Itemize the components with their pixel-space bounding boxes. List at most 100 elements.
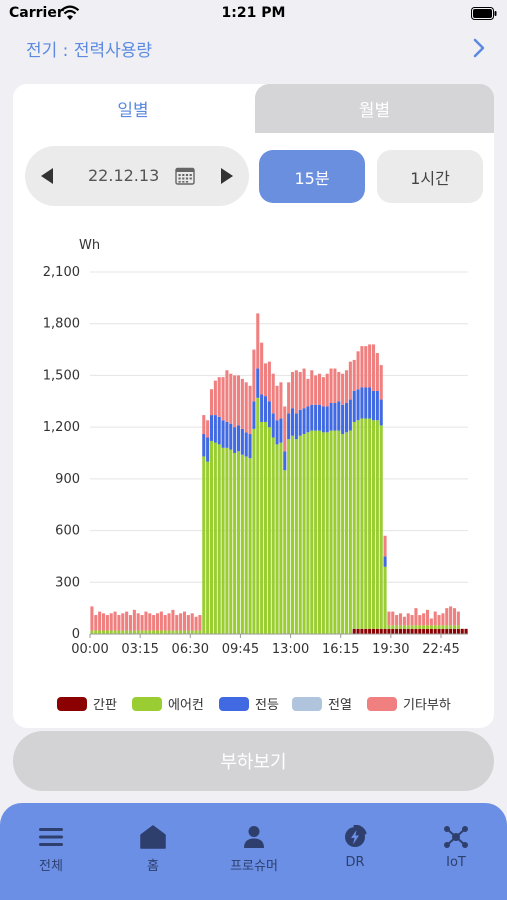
interval-15min-button[interactable]: 15분 [259,150,365,203]
bar-segment [229,373,233,424]
person-icon [244,826,264,848]
bar-segment [287,382,291,414]
bar-segment [198,630,202,634]
bar-segment [433,628,437,634]
bar-segment [368,628,372,634]
bar-segment [175,630,179,634]
chevron-right-icon[interactable] [473,38,485,58]
legend-item: 간판 [57,694,117,713]
bar-segment [333,403,337,431]
usage-card: 일별 월별 22.12.13 15분 1시간 Wh 0 300 600 900 1,20… [13,84,494,728]
y-tick-label: 900 [55,472,80,487]
tabbar-item-home[interactable]: 홈 [113,825,193,874]
bar-segment [213,442,217,634]
bar-segment [418,625,422,629]
bar-segment [360,346,364,388]
bar-segment [402,628,406,634]
bar-segment [190,613,194,631]
next-date-icon[interactable] [221,168,233,184]
tabbar-item-dr[interactable]: DR [315,825,395,870]
bar-segment [460,628,464,634]
tabbar-item-iot[interactable]: IoT [416,825,496,870]
bar-segment [109,613,113,631]
bar-segment [317,373,322,405]
legend-label: 전열 [328,698,352,713]
bar-segment [236,375,241,426]
bar-segment [260,421,264,634]
bar-segment [375,390,379,421]
bar-segment [410,615,414,626]
bar-segment [136,613,140,631]
bar-segment [128,615,133,631]
bar-segment [140,630,144,634]
bar-segment [283,451,287,471]
bar-segment [209,440,214,634]
tab-daily[interactable]: 일별 [13,84,253,133]
bar-segment [441,628,445,634]
bar-segment [94,615,98,631]
bar-segment [356,420,360,629]
bar-segment [383,556,387,567]
chart-svg: 0 300 600 900 1,200 1,500 1,800 2,100 00:00 03:15… [43,265,468,657]
page-header[interactable]: 전기 : 전력사용량 [0,32,507,66]
bar-segment [337,371,341,402]
bar-segment [236,451,241,634]
bar-segment [325,406,329,433]
tabbar-item-prosumer[interactable]: 프로슈머 [214,825,294,874]
legend-item: 전등 [219,694,279,713]
bar-segment [368,387,372,419]
bar-segment [425,625,430,629]
bar-segment [387,628,391,634]
bar-segment [302,434,306,634]
bar-segment [117,615,121,631]
bar-segment [422,628,426,634]
bar-segment [452,625,457,629]
bar-segment [391,611,395,626]
calendar-icon[interactable] [175,166,195,185]
bar-segment [364,387,368,419]
bar-segment [368,344,372,388]
tab-monthly[interactable]: 월별 [255,84,494,133]
bar-segment [398,628,403,634]
bar-segment [287,439,291,634]
bar-segment [248,458,252,634]
bar-segment [267,361,271,402]
bar-segment [437,628,441,634]
bar-segment [298,409,302,436]
wifi-icon [60,5,80,20]
bar-segment [132,609,136,631]
date-picker: 22.12.13 [25,146,249,206]
network-icon [444,826,468,848]
tabbar-item-all[interactable]: 전체 [11,825,91,874]
bar-segment [229,423,233,450]
bar-segment [217,416,221,445]
bar-segment [194,616,198,631]
bar-segment [109,630,113,634]
y-tick-label: 600 [55,524,80,539]
bar-segment [395,628,399,634]
legend-swatch [132,696,162,711]
prev-date-icon[interactable] [41,168,53,184]
bar-segment [236,425,241,452]
interval-1hour-button[interactable]: 1시간 [377,150,483,203]
bar-segment [344,370,349,404]
legend-swatch [292,696,322,711]
bar-segment [287,413,291,440]
bar-segment [101,613,106,631]
load-view-button[interactable]: 부하보기 [13,731,494,791]
bar-segment [371,344,376,391]
bar-segment [217,377,221,417]
date-value[interactable]: 22.12.13 [88,166,160,185]
legend-label: 간판 [93,698,117,713]
bar-segment [105,630,109,634]
bar-segment [441,625,445,629]
bar-segment [383,628,387,634]
bar-segment [206,461,210,634]
bar-segment [344,403,349,433]
bar-segment [379,365,383,400]
bar-segment [341,373,345,405]
bar-segment [325,373,329,407]
bar-segment [202,415,206,435]
y-tick-label: 300 [55,575,80,590]
x-tick-label: 13:00 [272,642,309,657]
